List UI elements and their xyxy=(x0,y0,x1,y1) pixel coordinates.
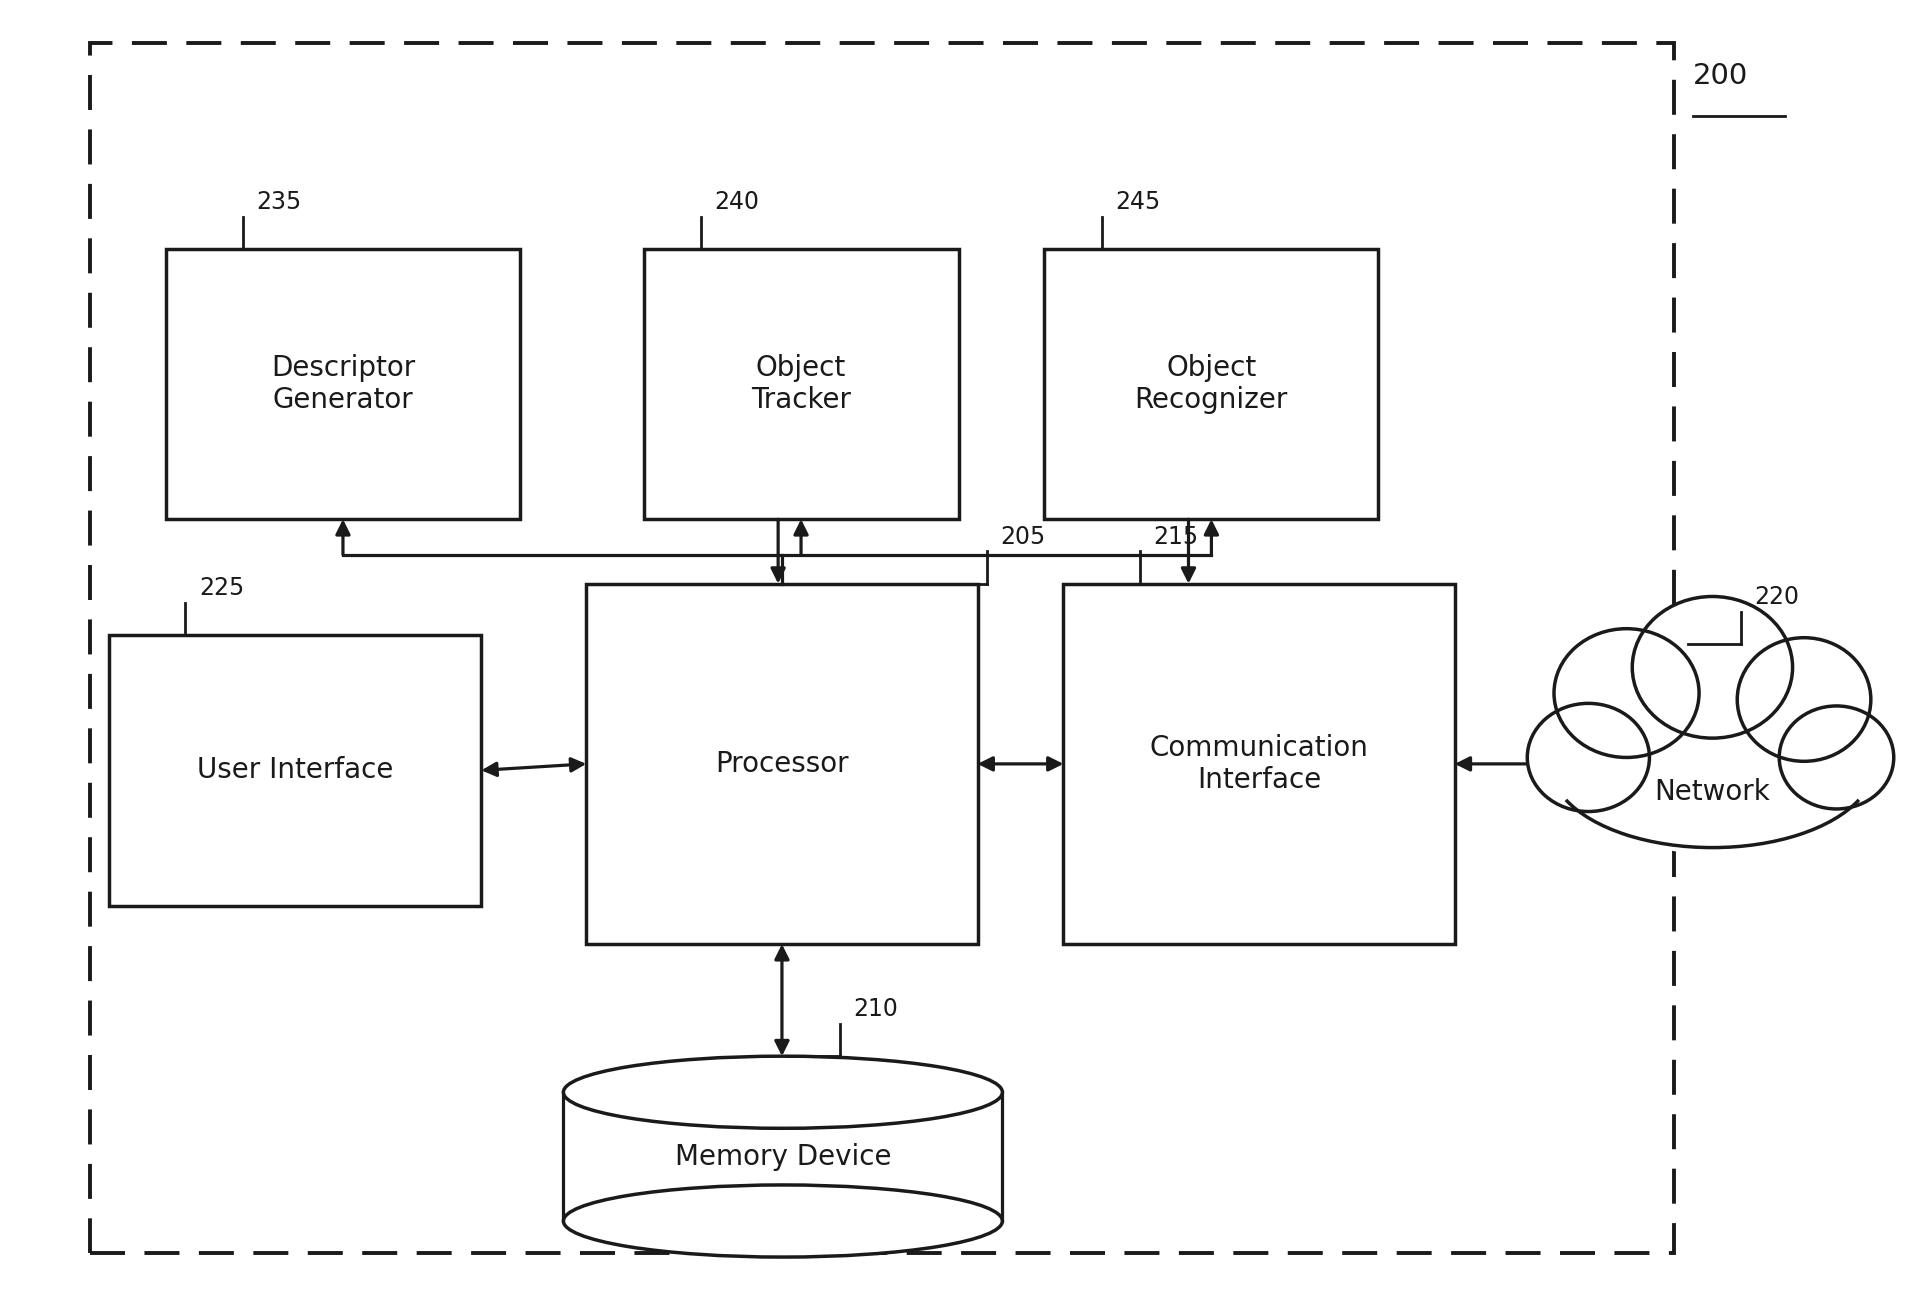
FancyBboxPatch shape xyxy=(109,635,481,906)
Text: 220: 220 xyxy=(1754,586,1800,609)
FancyBboxPatch shape xyxy=(1045,249,1378,520)
FancyBboxPatch shape xyxy=(564,1093,1003,1221)
Text: Network: Network xyxy=(1654,778,1769,806)
Ellipse shape xyxy=(564,1056,1003,1129)
Text: Communication
Interface: Communication Interface xyxy=(1150,734,1369,794)
Text: 235: 235 xyxy=(257,191,301,214)
Text: Object
Recognizer: Object Recognizer xyxy=(1135,354,1288,415)
Text: 215: 215 xyxy=(1154,525,1198,548)
FancyBboxPatch shape xyxy=(644,249,958,520)
Text: 225: 225 xyxy=(199,577,243,600)
Ellipse shape xyxy=(564,1185,1003,1257)
Text: 200: 200 xyxy=(1693,62,1748,91)
Ellipse shape xyxy=(1528,704,1649,811)
Ellipse shape xyxy=(1779,706,1894,809)
FancyBboxPatch shape xyxy=(167,249,520,520)
Ellipse shape xyxy=(1631,596,1792,739)
Text: User Interface: User Interface xyxy=(197,757,393,784)
Text: 240: 240 xyxy=(715,191,759,214)
Text: Object
Tracker: Object Tracker xyxy=(751,354,851,415)
FancyBboxPatch shape xyxy=(1064,583,1455,945)
Text: Memory Device: Memory Device xyxy=(675,1143,891,1170)
Ellipse shape xyxy=(1555,629,1698,757)
Text: 210: 210 xyxy=(853,998,899,1021)
Ellipse shape xyxy=(1560,674,1865,854)
FancyBboxPatch shape xyxy=(90,43,1674,1253)
Text: 245: 245 xyxy=(1116,191,1160,214)
Text: Descriptor
Generator: Descriptor Generator xyxy=(270,354,416,415)
FancyBboxPatch shape xyxy=(587,583,978,945)
Text: Processor: Processor xyxy=(715,750,849,778)
Ellipse shape xyxy=(1737,638,1871,761)
Text: 205: 205 xyxy=(1001,525,1047,548)
